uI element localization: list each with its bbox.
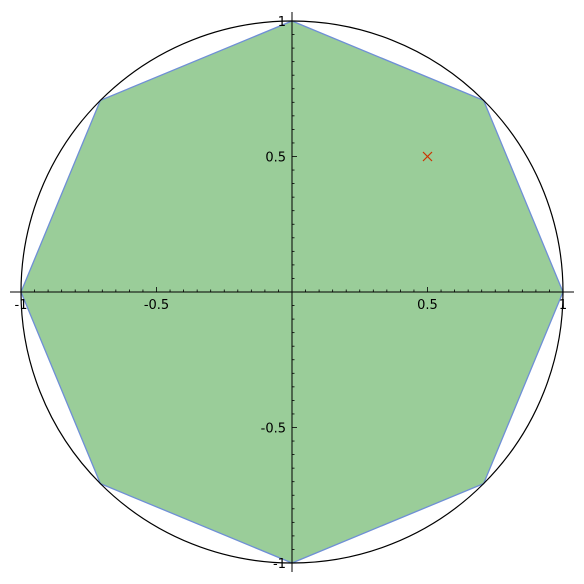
tick-labels: -1 -0.5 0.5 1 1 0.5 -0.5 -1 <box>15 15 568 572</box>
y-tick-label: -0.5 <box>261 422 286 437</box>
axes-layer <box>10 12 574 572</box>
y-tick-label: -1 <box>273 557 286 572</box>
x-tick-label: 1 <box>559 298 567 313</box>
point-marker <box>422 151 433 162</box>
x-tick-label: -1 <box>15 298 28 313</box>
y-tick-label: 0.5 <box>265 151 286 166</box>
x-tick-label: -0.5 <box>144 298 169 313</box>
y-tick-label: 1 <box>278 15 286 30</box>
marker-layer <box>422 151 433 162</box>
x-tick-label: 0.5 <box>417 298 438 313</box>
